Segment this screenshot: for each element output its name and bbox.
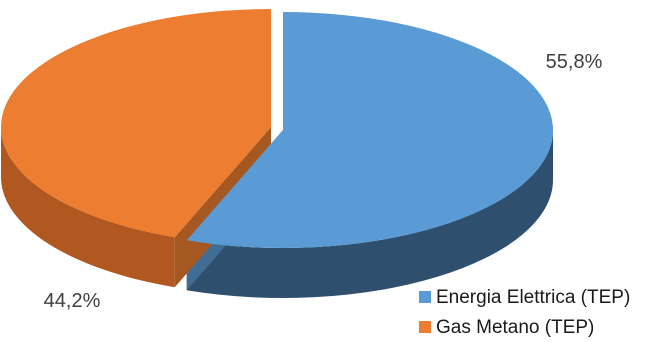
legend-label-gas: Gas Metano (TEP) (436, 317, 594, 338)
pie-slices (1, 9, 553, 299)
legend: Energia Elettrica (TEP) Gas Metano (TEP) (419, 287, 630, 338)
pie-slice-1 (1, 9, 271, 238)
legend-label-energia: Energia Elettrica (TEP) (436, 287, 630, 308)
data-label-gas: 44,2% (44, 290, 101, 312)
pie-slice-side-1 (1, 127, 175, 288)
data-label-energia: 55,8% (546, 51, 603, 73)
legend-swatch-energia (419, 291, 431, 303)
legend-swatch-gas (419, 321, 431, 333)
pie-slice-0 (186, 12, 553, 248)
pie-slice-side-0 (186, 130, 553, 299)
